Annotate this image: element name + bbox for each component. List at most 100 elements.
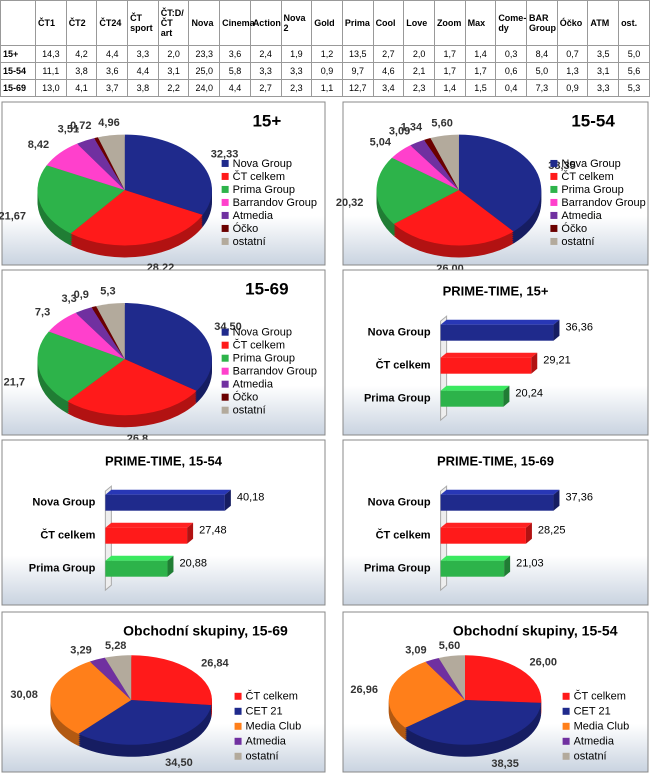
- legend-swatch: [234, 707, 242, 715]
- value-label: 32,33: [211, 148, 239, 160]
- bar-top: [440, 385, 510, 391]
- slice: [124, 134, 212, 215]
- table-cell: 1,4: [433, 79, 466, 97]
- slice: [438, 655, 465, 700]
- value-label: 5,04: [370, 136, 392, 148]
- category-label: Nova Group: [368, 497, 431, 509]
- column-header: ČT sport: [127, 0, 159, 46]
- slice: [465, 655, 542, 703]
- chart-title: 15-54: [571, 111, 615, 130]
- table-cell: 12,7: [341, 79, 374, 97]
- slice: [131, 655, 212, 706]
- legend-label: CET 21: [574, 706, 611, 718]
- slice: [37, 331, 125, 402]
- bar: [105, 560, 168, 577]
- value-label: 20,32: [336, 197, 364, 209]
- table-cell: 15-69: [0, 79, 36, 97]
- bar-end: [525, 522, 532, 544]
- value-label: 5,28: [105, 640, 126, 652]
- value-label: 0,9: [74, 289, 89, 301]
- value-label: 21,03: [516, 558, 544, 570]
- legend-label: Atmedia: [246, 736, 287, 748]
- slice: [388, 661, 465, 728]
- value-label: 4,96: [98, 117, 119, 129]
- legend-swatch: [221, 393, 229, 401]
- value-label: 26,96: [350, 684, 378, 696]
- table-cell: 1,1: [311, 79, 343, 97]
- bar-top: [440, 555, 511, 561]
- value-label: 8,42: [28, 139, 49, 151]
- legend-swatch: [550, 224, 558, 232]
- slice: [376, 157, 459, 224]
- panel: [342, 269, 649, 436]
- table-cell: 2,1: [403, 62, 435, 80]
- value-label: 7,3: [35, 307, 50, 319]
- legend-swatch: [562, 737, 570, 745]
- table-cell: 4,4: [219, 79, 251, 97]
- chart-title: 15-69: [245, 279, 288, 298]
- column-header: ost.: [618, 0, 650, 46]
- slice: [37, 165, 125, 234]
- legend-label: Prima Group: [561, 184, 623, 196]
- legend-label: Media Club: [574, 721, 630, 733]
- legend-swatch: [221, 367, 229, 375]
- legend-swatch: [221, 380, 229, 388]
- legend-label: Óčko: [561, 222, 587, 235]
- legend-label: Barrandov Group: [233, 366, 317, 378]
- slice: [104, 655, 132, 700]
- slice: [67, 359, 197, 416]
- bar: [440, 494, 554, 511]
- legend-swatch: [234, 692, 242, 700]
- category-label: Prima Group: [364, 393, 431, 405]
- legend-swatch: [562, 722, 570, 730]
- column-header: Prima: [341, 0, 374, 46]
- table-cell: 3,7: [96, 79, 129, 97]
- column-header: Nova 2: [280, 0, 313, 46]
- table-cell: 5,3: [618, 79, 650, 97]
- category-label: ČT celkem: [376, 529, 431, 542]
- slice: [391, 145, 459, 191]
- column-header: Zoom: [433, 0, 466, 46]
- legend-label: CET 21: [246, 706, 283, 718]
- slice: [458, 134, 542, 232]
- value-label: 34,50: [214, 321, 242, 333]
- legend-label: Atmedia: [233, 210, 274, 222]
- value-label: 34,50: [165, 757, 193, 769]
- value-label: 28,25: [538, 525, 566, 537]
- legend-label: ostatní: [233, 405, 266, 417]
- legend-swatch: [221, 406, 229, 414]
- slice: [430, 134, 459, 191]
- legend-swatch: [221, 237, 229, 245]
- slice: [78, 700, 212, 745]
- bar-top: [440, 319, 560, 325]
- column-header: Love: [403, 0, 435, 46]
- table-cell: 2,3: [280, 79, 313, 97]
- slice: [48, 312, 125, 360]
- legend-swatch: [221, 341, 229, 349]
- chart-title: Obchodní skupiny, 15-69: [123, 623, 288, 639]
- legend-label: Prima Group: [233, 184, 295, 196]
- bar: [440, 390, 504, 407]
- bar-top: [440, 489, 560, 495]
- value-label: 5,60: [431, 117, 452, 129]
- legend-label: Barrandov Group: [561, 197, 645, 209]
- bar-end: [224, 489, 231, 511]
- legend-label: Atmedia: [233, 379, 274, 391]
- value-label: 3,09: [405, 645, 426, 657]
- bar: [105, 527, 188, 544]
- bar-top: [105, 555, 174, 561]
- category-label: ČT celkem: [376, 359, 431, 372]
- chart-title: Obchodní skupiny, 15-54: [453, 623, 618, 639]
- legend-swatch: [562, 707, 570, 715]
- legend-label: Nova Group: [233, 327, 292, 339]
- table-cell: 2,7: [249, 79, 282, 97]
- slice: [410, 139, 459, 191]
- value-label: 40,18: [237, 492, 265, 504]
- bar-end: [167, 555, 174, 577]
- bar: [440, 324, 554, 341]
- slice: [46, 143, 125, 191]
- legend-swatch: [550, 172, 558, 180]
- table-cell: 1,5: [464, 79, 497, 97]
